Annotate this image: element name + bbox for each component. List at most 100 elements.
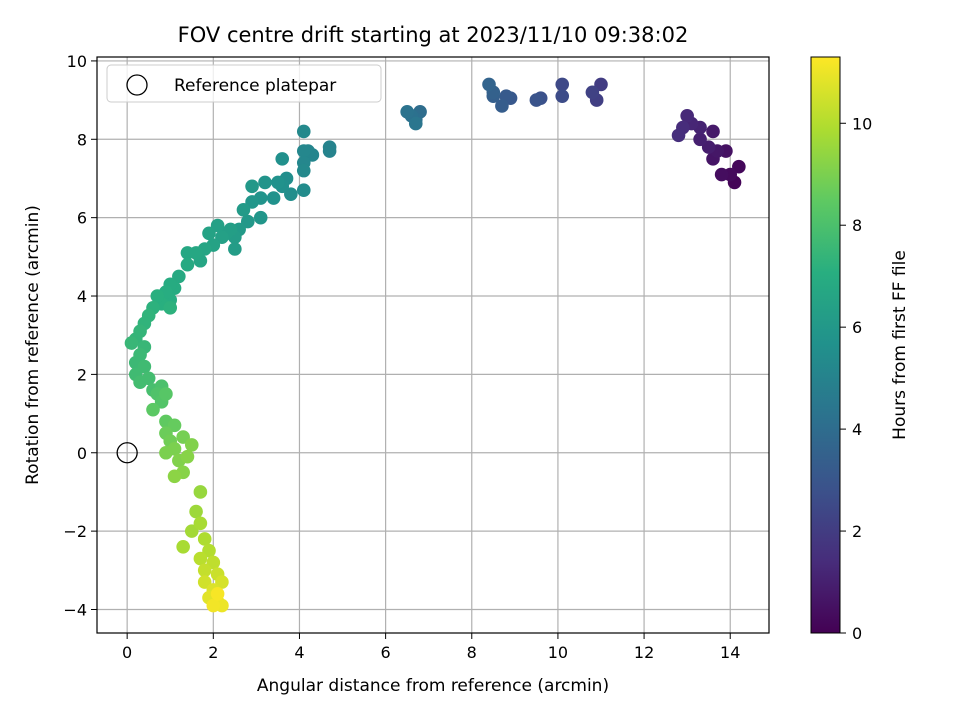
x-tick-label: 0	[122, 643, 132, 662]
y-tick-label: 6	[77, 209, 87, 228]
colorbar-tick-label: 4	[852, 420, 862, 439]
y-tick-label: 10	[67, 52, 87, 71]
colorbar-tick-label: 10	[852, 114, 872, 133]
colorbar-gradient	[810, 56, 841, 634]
data-point	[585, 85, 600, 100]
data-point	[529, 93, 544, 107]
data-point	[193, 485, 208, 499]
data-point	[253, 210, 268, 225]
data-point	[555, 77, 570, 92]
data-point	[271, 175, 285, 190]
data-point	[215, 575, 229, 589]
colorbar-tick-label: 0	[852, 624, 862, 643]
colorbar-ticks: 0 2 4 6 8 10	[840, 114, 872, 643]
data-point	[210, 587, 225, 601]
data-point	[184, 524, 199, 538]
legend-marker-circle	[126, 74, 148, 96]
data-point	[400, 105, 414, 119]
x-axis-label: Angular distance from reference (arcmin)	[257, 676, 609, 696]
data-point	[408, 116, 423, 131]
data-point	[245, 179, 259, 194]
data-point	[266, 191, 281, 205]
data-point	[482, 77, 496, 92]
data-point	[215, 230, 229, 245]
colorbar: 0 2 4 6 8 10 Hours from first FF file	[810, 56, 910, 643]
x-tick-label: 6	[381, 643, 391, 662]
colorbar-tick-label: 2	[852, 522, 862, 541]
data-point	[206, 598, 221, 613]
data-point	[594, 77, 608, 92]
chart-title: FOV centre drift starting at 2023/11/10 …	[178, 23, 689, 47]
y-tick-label: −4	[63, 600, 87, 619]
colorbar-label: Hours from first FF file	[890, 250, 910, 440]
data-point	[206, 555, 221, 570]
data-point	[258, 175, 272, 190]
data-point	[176, 430, 190, 444]
data-point	[180, 246, 195, 260]
data-point	[680, 108, 694, 123]
data-point	[146, 402, 160, 417]
data-point	[701, 140, 716, 154]
data-point	[197, 563, 212, 578]
data-point	[202, 226, 216, 241]
x-tick-label: 12	[634, 643, 654, 662]
data-point	[322, 144, 337, 158]
grid-lines	[97, 57, 769, 633]
data-point	[240, 214, 255, 229]
data-point	[296, 163, 311, 178]
x-tick-label: 4	[294, 643, 304, 662]
y-tick-label: 0	[77, 444, 87, 463]
y-axis-ticks: −4 −2 0 2 4 6 8 10	[63, 52, 97, 619]
data-point	[275, 152, 290, 166]
colorbar-tick-label: 6	[852, 318, 862, 337]
data-point	[159, 445, 173, 460]
data-point	[296, 183, 311, 198]
data-point	[245, 195, 259, 209]
data-point	[184, 438, 199, 452]
data-point	[495, 99, 509, 113]
data-point	[555, 89, 570, 103]
data-point	[284, 187, 298, 201]
data-point	[189, 504, 203, 519]
data-point	[693, 132, 707, 147]
x-tick-label: 2	[208, 643, 218, 662]
data-point	[180, 257, 195, 272]
data-point	[296, 124, 311, 139]
data-point	[124, 336, 139, 350]
y-tick-label: −2	[63, 522, 87, 541]
data-point	[137, 359, 152, 374]
data-points	[116, 77, 746, 613]
data-point	[167, 469, 182, 484]
data-point	[197, 575, 212, 589]
reference-marker	[116, 442, 138, 464]
y-axis-label: Rotation from reference (arcmin)	[23, 205, 43, 485]
x-tick-label: 8	[467, 643, 477, 662]
data-point	[193, 551, 208, 566]
data-point	[172, 269, 186, 284]
data-point	[202, 543, 216, 558]
data-point	[193, 516, 208, 531]
data-point	[150, 289, 165, 303]
data-point	[210, 218, 225, 233]
data-point	[167, 418, 182, 433]
y-tick-label: 4	[77, 287, 87, 306]
y-tick-label: 8	[77, 130, 87, 149]
x-tick-label: 10	[548, 643, 568, 662]
legend: Reference platepar	[106, 64, 382, 103]
plot-frame	[96, 56, 770, 634]
legend-box	[106, 64, 382, 103]
data-point	[163, 300, 178, 315]
data-point	[236, 203, 251, 217]
data-point	[159, 387, 173, 401]
x-axis-ticks: 0 2 4 6 8 10 12 14	[122, 633, 740, 662]
data-point	[671, 128, 686, 143]
data-point	[296, 144, 311, 158]
data-point	[180, 449, 195, 464]
y-tick-label: 2	[77, 365, 87, 384]
x-tick-label: 14	[720, 643, 740, 662]
data-point	[706, 124, 720, 139]
legend-label: Reference platepar	[174, 76, 336, 96]
colorbar-tick-label: 8	[852, 216, 862, 235]
data-point	[141, 371, 156, 386]
